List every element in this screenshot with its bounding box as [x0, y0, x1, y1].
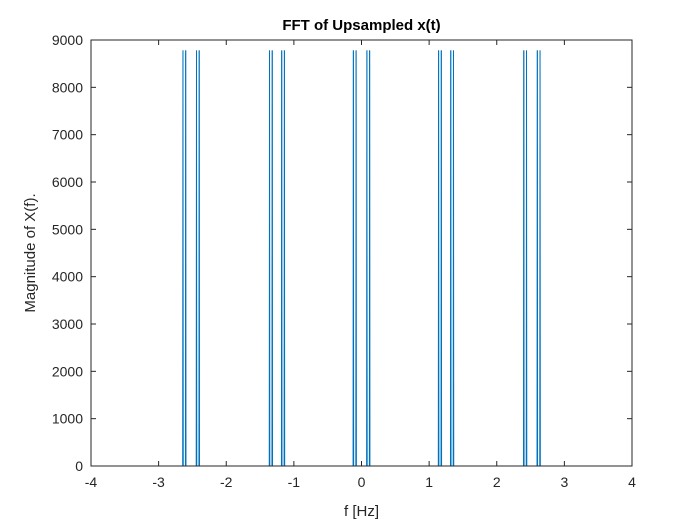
- x-tick-label: 3: [560, 474, 568, 490]
- x-tick-label: 4: [628, 474, 636, 490]
- ticks-layer: -4 -3 -2 -1 0 1 2 3 4 0 1000 2000 3000 4000 5000 6000 70…: [52, 32, 636, 490]
- y-tick-label: 2000: [52, 363, 83, 379]
- y-axis-label: Magnitude of X(f).: [22, 193, 39, 312]
- series-layer: [149, 50, 574, 467]
- y-tick-label: 7000: [52, 127, 83, 143]
- x-tick-label: 2: [493, 474, 501, 490]
- y-tick-label: 4000: [52, 269, 83, 285]
- y-tick-label: 6000: [52, 174, 83, 190]
- y-tick-label: 8000: [52, 79, 83, 95]
- y-tick-label: 5000: [52, 221, 83, 237]
- y-tick-label: 9000: [52, 32, 83, 48]
- x-tick-label: -2: [220, 474, 233, 490]
- x-tick-label: 1: [425, 474, 433, 490]
- x-tick-label: -3: [152, 474, 165, 490]
- y-tick-label: 3000: [52, 316, 83, 332]
- y-tick-label: 1000: [52, 411, 83, 427]
- plot-area: [91, 40, 632, 466]
- x-tick-label: 0: [358, 474, 366, 490]
- chart-title: FFT of Upsampled x(t): [282, 17, 440, 34]
- x-axis-label: f [Hz]: [344, 503, 379, 520]
- y-tick-label: 0: [75, 458, 83, 474]
- x-tick-label: -4: [85, 474, 98, 490]
- x-tick-label: -1: [288, 474, 301, 490]
